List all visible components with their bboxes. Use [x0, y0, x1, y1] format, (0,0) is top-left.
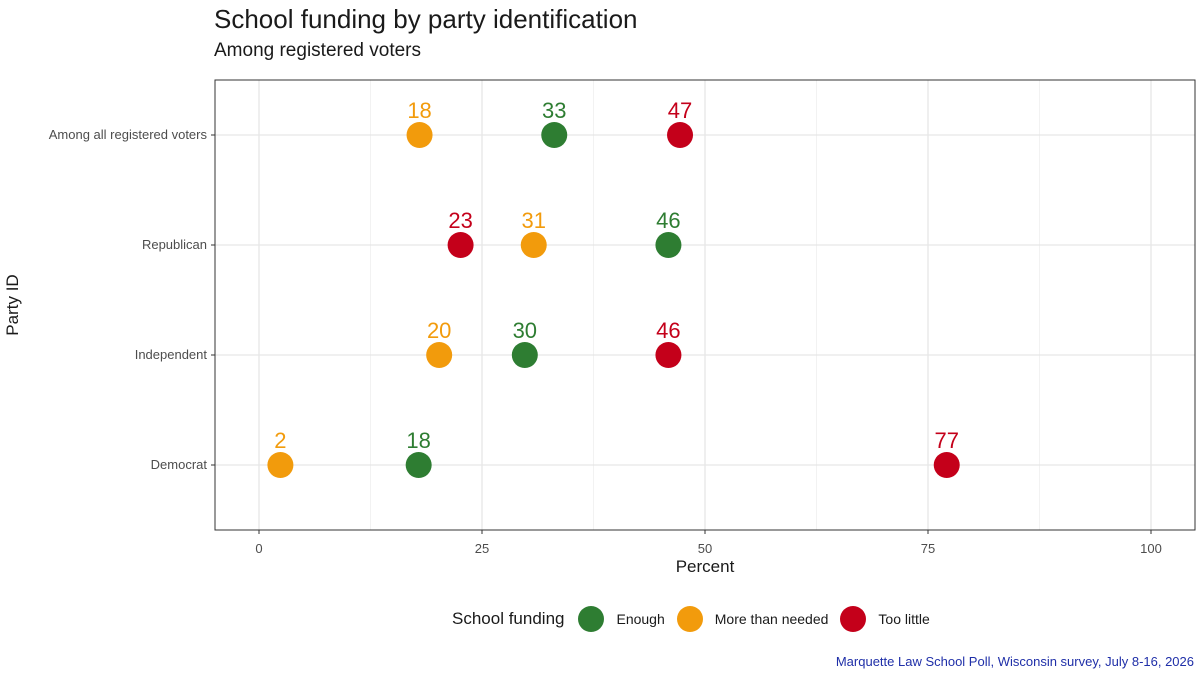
- legend-item-too-little: Too little: [840, 606, 930, 632]
- legend-label-more-than-needed: More than needed: [714, 611, 829, 627]
- legend-item-more-than-needed: More than needed: [676, 606, 829, 632]
- data-label-enough: 33: [542, 98, 566, 123]
- data-label-too-little: 46: [656, 318, 680, 343]
- legend-swatch-enough: [578, 606, 605, 632]
- x-tick-label: 25: [475, 541, 489, 556]
- data-label-more-than-needed: 31: [521, 208, 545, 233]
- y-tick-label: Democrat: [151, 457, 208, 472]
- point-enough: [655, 232, 682, 258]
- point-too-little: [667, 122, 694, 148]
- legend-label-enough: Enough: [616, 611, 665, 627]
- y-tick-label: Among all registered voters: [49, 127, 208, 142]
- data-label-enough: 46: [656, 208, 680, 233]
- data-label-more-than-needed: 2: [274, 428, 286, 453]
- y-tick-label: Independent: [135, 347, 208, 362]
- data-label-enough: 18: [406, 428, 430, 453]
- point-more-than-needed: [520, 232, 547, 258]
- legend-swatch-more-than-needed: [676, 606, 703, 632]
- x-tick-label: 75: [921, 541, 935, 556]
- x-tick-label: 50: [698, 541, 712, 556]
- x-axis-title: Percent: [676, 557, 735, 576]
- source-caption: Marquette Law School Poll, Wisconsin sur…: [835, 654, 1194, 669]
- point-enough: [511, 342, 538, 368]
- data-label-too-little: 23: [448, 208, 472, 233]
- legend-title: School funding: [452, 609, 565, 628]
- point-more-than-needed: [426, 342, 453, 368]
- legend-label-too-little: Too little: [878, 611, 930, 627]
- chart-subtitle: Among registered voters: [214, 40, 421, 61]
- data-label-too-little: 77: [934, 428, 958, 453]
- point-too-little: [933, 452, 960, 478]
- legend: School funding Enough More than needed T…: [452, 606, 942, 632]
- x-tick-label: 100: [1140, 541, 1162, 556]
- point-enough: [405, 452, 432, 478]
- data-label-too-little: 47: [668, 98, 692, 123]
- point-too-little: [655, 342, 682, 368]
- data-label-enough: 30: [513, 318, 537, 343]
- point-too-little: [447, 232, 474, 258]
- point-more-than-needed: [267, 452, 294, 478]
- chart-title: School funding by party identification: [214, 4, 638, 34]
- point-more-than-needed: [406, 122, 433, 148]
- legend-item-enough: Enough: [578, 606, 665, 632]
- data-label-more-than-needed: 18: [407, 98, 431, 123]
- legend-swatch-too-little: [840, 606, 867, 632]
- data-label-more-than-needed: 20: [427, 318, 451, 343]
- y-axis-title: Party ID: [3, 274, 22, 335]
- point-enough: [541, 122, 568, 148]
- x-tick-label: 0: [255, 541, 262, 556]
- y-tick-label: Republican: [142, 237, 207, 252]
